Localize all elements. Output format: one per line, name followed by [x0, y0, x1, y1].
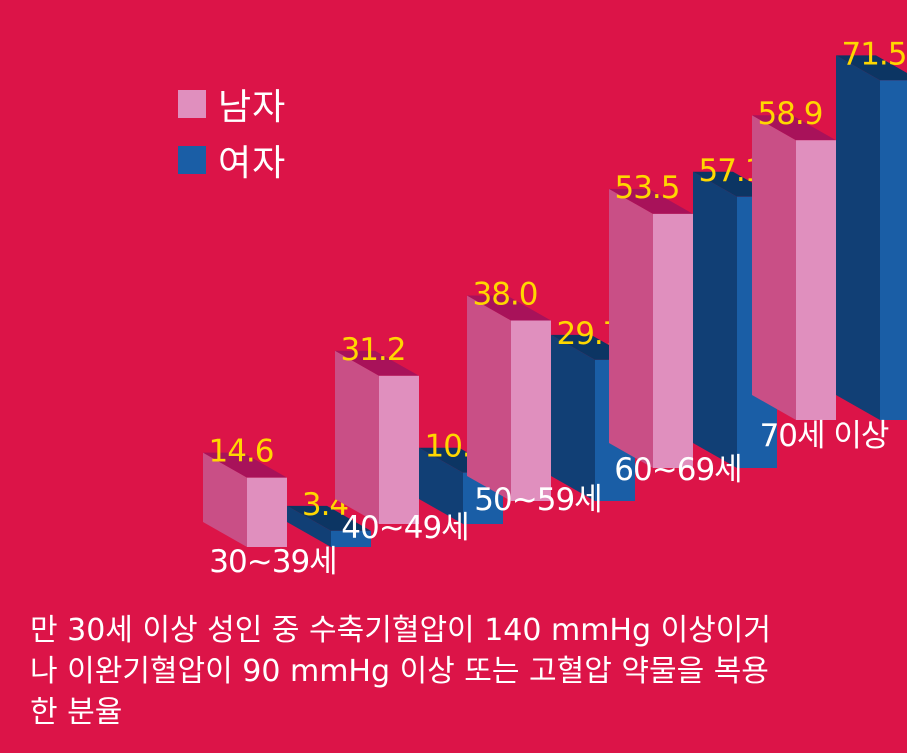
- bar-male-3-front-face: [511, 320, 551, 501]
- category-label-4: 60~69세: [614, 452, 741, 488]
- bar-female-5-front-face: [880, 80, 907, 420]
- bar-female-2-side-face: [419, 447, 463, 524]
- bar-female-1: [287, 505, 371, 547]
- bar-female-1-top-face: [287, 505, 371, 531]
- footnote-line-2: 나 이완기혈압이 90 mmHg 이상 또는 고혈압 약물을 복용: [30, 654, 769, 689]
- bar-male-4-front-face: [653, 213, 693, 468]
- bar-male-3-top-face: [467, 295, 551, 321]
- value-label-female-5: 71.5: [841, 36, 906, 72]
- value-label-male-2: 31.2: [340, 332, 405, 368]
- bar-male-4-side-face: [609, 188, 653, 468]
- bar-male-3-side-face: [467, 295, 511, 501]
- bar-male-1-front-face: [247, 477, 287, 547]
- legend-swatch-female: [178, 146, 206, 174]
- bar-male-5-side-face: [752, 115, 796, 420]
- category-label-2: 40~49세: [341, 510, 468, 546]
- legend: 남자 여자: [178, 76, 286, 188]
- bar-male-2-front-face: [379, 375, 419, 524]
- bar-male-1-top-face: [203, 452, 287, 478]
- legend-item-male: 남자: [178, 76, 286, 132]
- footnote-line-1: 만 30세 이상 성인 중 수축기혈압이 140 mmHg 이상이거: [30, 613, 771, 648]
- value-label-male-3: 38.0: [472, 277, 537, 313]
- bar-male-2-top-face: [335, 350, 419, 376]
- bar-female-1-side-face: [287, 505, 331, 547]
- bar-female-5-side-face: [836, 55, 880, 420]
- bar-male-3: [467, 295, 551, 501]
- bar-male-2: [335, 350, 419, 524]
- legend-item-female: 여자: [178, 132, 286, 188]
- category-label-3: 50~59세: [474, 482, 601, 518]
- legend-swatch-male: [178, 90, 206, 118]
- bar-male-5-top-face: [752, 115, 836, 141]
- bar-male-1-side-face: [203, 452, 247, 547]
- legend-label-female: 여자: [218, 143, 287, 184]
- bar-female-5-top-face: [836, 55, 907, 81]
- footnote-line-3: 한 분율: [30, 695, 123, 730]
- value-label-male-1: 14.6: [208, 434, 273, 470]
- category-label-5: 70세 이상: [760, 418, 889, 454]
- value-label-male-5: 58.9: [757, 96, 822, 132]
- footnote: 만 30세 이상 성인 중 수축기혈압이 140 mmHg 이상이거 나 이완기…: [30, 610, 890, 733]
- bar-female-5: [836, 55, 907, 420]
- bar-male-5: [752, 115, 836, 420]
- category-label-1: 30~39세: [209, 544, 336, 580]
- bar-male-4: [609, 188, 693, 468]
- bar-male-2-side-face: [335, 350, 379, 524]
- value-label-male-4: 53.5: [614, 170, 679, 206]
- bar-female-1-front-face: [331, 530, 371, 547]
- bar-female-3-side-face: [551, 334, 595, 501]
- bar-female-4-side-face: [693, 171, 737, 468]
- bar-male-5-front-face: [796, 140, 836, 420]
- bar-male-1: [203, 452, 287, 547]
- legend-label-male: 남자: [218, 87, 287, 128]
- bar-male-4-top-face: [609, 188, 693, 214]
